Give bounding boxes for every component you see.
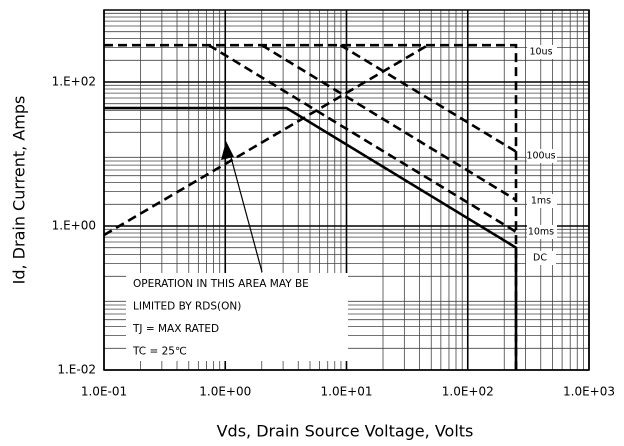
series-line [104,106,518,370]
series-label: 100us [526,151,555,162]
series-line [104,43,518,370]
x-tick-label: 1.0E+02 [442,385,494,399]
y-tick-label: 1.E+02 [52,75,96,89]
series-label-bg [527,194,557,208]
series-line [339,44,517,153]
series-label: 10ms [528,227,554,238]
series-label-bg [527,225,557,239]
series-label: 10us [529,47,552,58]
x-axis-title: Vds, Drain Source Voltage, Volts [217,422,474,441]
annotation: TJ = MAX RATED [132,323,219,335]
annotation: TC = 25℃ [132,346,187,358]
y-tick-label: 1.E+00 [52,219,96,233]
plot-frame [103,9,590,371]
series-line [261,44,517,202]
series-label: DC [533,253,547,264]
x-tick-label: 1.0E+01 [321,385,373,399]
x-tick-label: 1.0E-01 [81,385,127,399]
series-label-bg [526,251,556,265]
series-label: 1ms [531,196,551,207]
arrow-shaft [228,149,263,273]
series-label-bg [527,149,557,163]
annotation: LIMITED BY RDS(ON) [133,301,241,313]
x-tick-label: 1.0E+00 [199,385,251,399]
x-tick-label: 1.0E+03 [563,385,615,399]
series-line [208,44,517,233]
y-axis-title: Id, Drain Current, Amps [10,96,29,285]
annotation: OPERATION IN THIS AREA MAY BE [133,278,309,290]
series-label-bg [527,45,557,59]
y-tick-label: 1.E-02 [57,363,96,377]
annotation-box [126,273,348,361]
series-line [103,44,429,237]
arrow-head [221,141,234,160]
